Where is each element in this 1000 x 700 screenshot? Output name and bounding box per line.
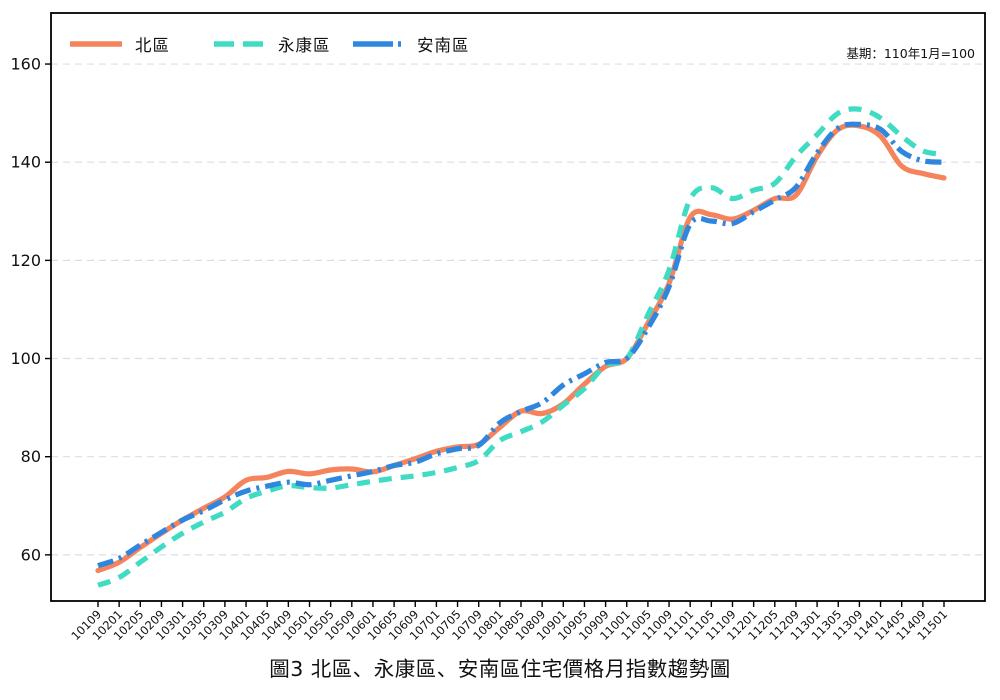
legend-swatch-yongkang-icon xyxy=(214,41,264,47)
y-axis-labels: 60 80 100 120 140 160 xyxy=(10,55,51,564)
legend-swatch-annan-icon xyxy=(353,41,403,47)
gridlines xyxy=(51,63,985,556)
y-tick-label: 140 xyxy=(10,153,41,172)
chart-title: 圖3 北區、永康區、安南區住宅價格月指數趨勢圖 xyxy=(269,657,731,681)
legend-label-annan: 安南區 xyxy=(417,36,470,55)
legend-item-north: 北區 xyxy=(70,33,170,55)
legend-label-north: 北區 xyxy=(135,36,170,55)
x-axis-labels: 1010910201102051020910301103051030910401… xyxy=(68,601,950,643)
y-tick-label: 160 xyxy=(10,55,41,74)
legend-item-yongkang: 永康區 xyxy=(213,33,331,55)
series-lines xyxy=(95,106,947,588)
legend-item-annan: 安南區 xyxy=(352,33,470,55)
base-period-note: 基期：110年1月=100 xyxy=(846,46,975,61)
series-line-0-solid xyxy=(95,122,947,574)
legend-swatch-north-icon xyxy=(70,41,122,47)
y-tick-label: 60 xyxy=(21,545,41,564)
plot-frame xyxy=(50,12,986,602)
y-tick-label: 120 xyxy=(10,251,41,270)
legend-label-yongkang: 永康區 xyxy=(278,36,331,55)
y-tick-label: 80 xyxy=(21,447,41,466)
series-line-1-dashed xyxy=(97,106,945,588)
series-line-2-dashdot xyxy=(97,121,945,569)
y-tick-label: 100 xyxy=(10,349,41,368)
